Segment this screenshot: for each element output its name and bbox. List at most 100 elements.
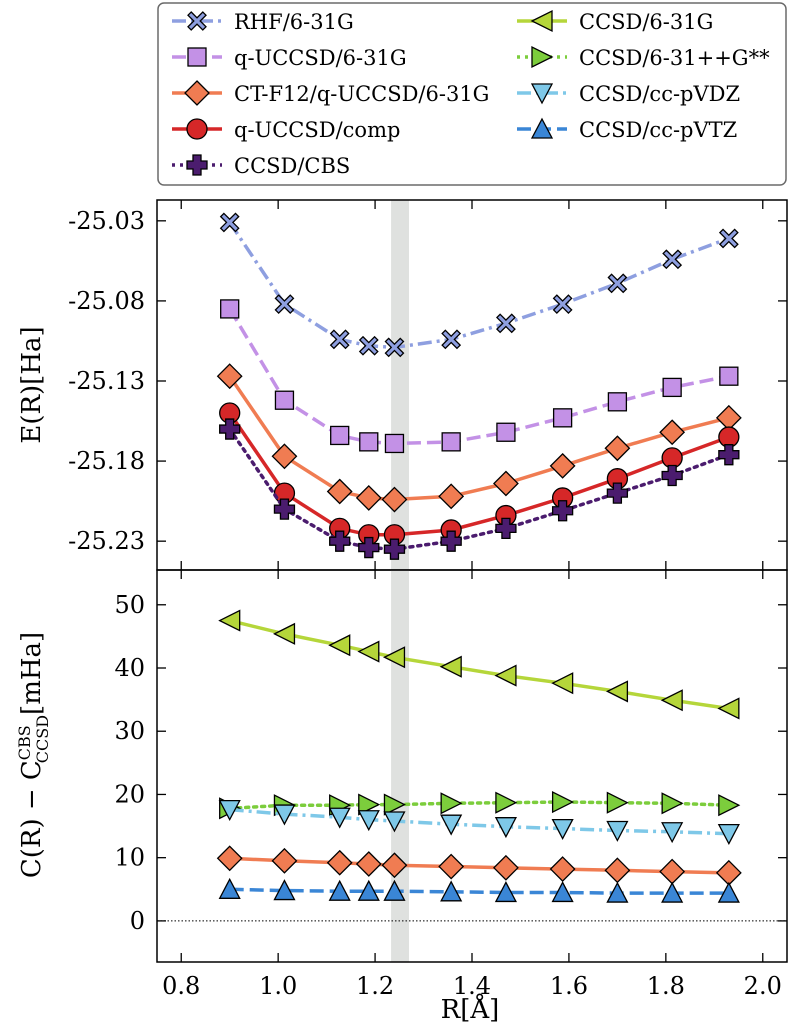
- series-q-UCCSD/comp: [219, 402, 740, 546]
- series-CCSD/cc-pVDZ: [218, 799, 740, 846]
- data-point: [218, 799, 241, 822]
- legend-entry: CCSD/6-31++G**: [517, 45, 770, 70]
- series-line: [229, 618, 730, 711]
- legend-label: CCSD/6-31++G**: [579, 46, 770, 70]
- y-tick-label: 10: [114, 844, 145, 872]
- data-point: [440, 814, 463, 836]
- data-point: [216, 363, 243, 390]
- y-tick-label: -25.23: [68, 527, 145, 555]
- data-point: [439, 655, 462, 678]
- data-point: [438, 853, 465, 880]
- data-point: [328, 879, 351, 901]
- data-point: [328, 807, 351, 829]
- data-point: [358, 335, 379, 356]
- highlight-band: [391, 570, 409, 962]
- data-point: [381, 852, 408, 879]
- data-point: [717, 824, 740, 846]
- data-point: [660, 689, 683, 712]
- data-point: [607, 273, 628, 294]
- bottom-y-axis-label-text: C(R) − CCBSCCSD[mHa]: [15, 632, 52, 878]
- ylabel-unit: [mHa]: [17, 632, 47, 715]
- series-line: [229, 807, 729, 836]
- series-CCSD/6-31G: [218, 609, 740, 720]
- data-point: [326, 478, 353, 505]
- data-point: [219, 212, 240, 233]
- data-point: [274, 294, 295, 315]
- series-line: [229, 856, 729, 875]
- series-line: [228, 307, 730, 446]
- data-point: [383, 646, 406, 669]
- data-point: [326, 849, 353, 876]
- data-point: [662, 377, 682, 398]
- data-point: [218, 609, 241, 632]
- data-point: [606, 482, 629, 504]
- data-point: [271, 443, 298, 470]
- series-line: [227, 800, 731, 811]
- data-point: [715, 404, 742, 431]
- data-point: [551, 881, 574, 903]
- data-point: [607, 392, 628, 412]
- plot-frame: [156, 569, 788, 963]
- data-point: [662, 249, 683, 270]
- legend-marker: [184, 80, 210, 106]
- data-point: [496, 313, 516, 334]
- data-point: [661, 822, 684, 844]
- legend-label: RHF/6-31G: [234, 10, 354, 34]
- data-point: [493, 854, 519, 881]
- data-point: [718, 794, 741, 817]
- data-point: [661, 881, 684, 903]
- data-point: [357, 879, 380, 901]
- y-tick-label: 30: [114, 717, 145, 745]
- data-point: [357, 810, 380, 832]
- data-point: [357, 640, 380, 663]
- data-point: [715, 859, 742, 886]
- ylabel-main: C(R) − C: [17, 760, 47, 878]
- x-axis-label-text: R[Å]: [441, 993, 500, 1025]
- data-point: [551, 672, 574, 695]
- data-point: [494, 881, 517, 903]
- data-point: [551, 790, 575, 814]
- legend-label: q-UCCSD/6-31G: [234, 46, 407, 70]
- legend-marker: [187, 47, 207, 67]
- top-panel-energy: -25.23 -25.18 -25.13 -25.08 -25.03: [68, 199, 788, 571]
- data-point: [273, 498, 296, 520]
- data-point: [717, 697, 740, 720]
- x-tick-label: 0.8: [162, 972, 200, 1000]
- legend-marker: [530, 9, 553, 33]
- data-point: [549, 452, 576, 479]
- data-point: [219, 418, 241, 440]
- data-point: [384, 337, 405, 358]
- data-point: [358, 536, 380, 559]
- data-point: [551, 500, 574, 522]
- legend-marker: [186, 154, 208, 176]
- data-point: [355, 851, 382, 877]
- data-point: [329, 530, 351, 552]
- series-CCSD/6-31++G**: [219, 790, 741, 820]
- highlight-band: [391, 200, 409, 570]
- legend-label: CCSD/cc-pVTZ: [579, 118, 737, 142]
- data-point: [441, 329, 462, 350]
- legend-label: CCSD/cc-pVDZ: [579, 82, 740, 106]
- data-point: [273, 879, 296, 901]
- data-point: [717, 881, 740, 903]
- data-point: [659, 858, 686, 885]
- legend-label: CCSD/CBS: [234, 154, 350, 178]
- data-point: [218, 877, 241, 899]
- data-point: [552, 294, 573, 315]
- legend-label: CT-F12/q-UCCSD/6-31G: [234, 82, 489, 106]
- legend-label: CCSD/6-31G: [579, 10, 713, 34]
- data-point: [718, 228, 739, 249]
- legend-marker: [187, 11, 207, 31]
- legend-entry: CCSD/6-31G: [517, 9, 713, 34]
- data-point: [381, 486, 408, 513]
- legend-entry: CCSD/CBS: [172, 154, 350, 178]
- data-point: [719, 366, 739, 386]
- legend-entry: CT-F12/q-UCCSD/6-31G: [172, 80, 489, 106]
- data-point: [271, 847, 298, 874]
- data-point: [355, 485, 382, 511]
- y-tick-label: -25.08: [68, 287, 145, 315]
- bottom-panel-difference: 0 10 20 30 40 50 0.8 1.0 1.2 1.4 1.6 1.8 2.0: [114, 569, 788, 1000]
- data-point: [493, 470, 519, 497]
- series-q-UCCSD/6-31G: [220, 299, 739, 454]
